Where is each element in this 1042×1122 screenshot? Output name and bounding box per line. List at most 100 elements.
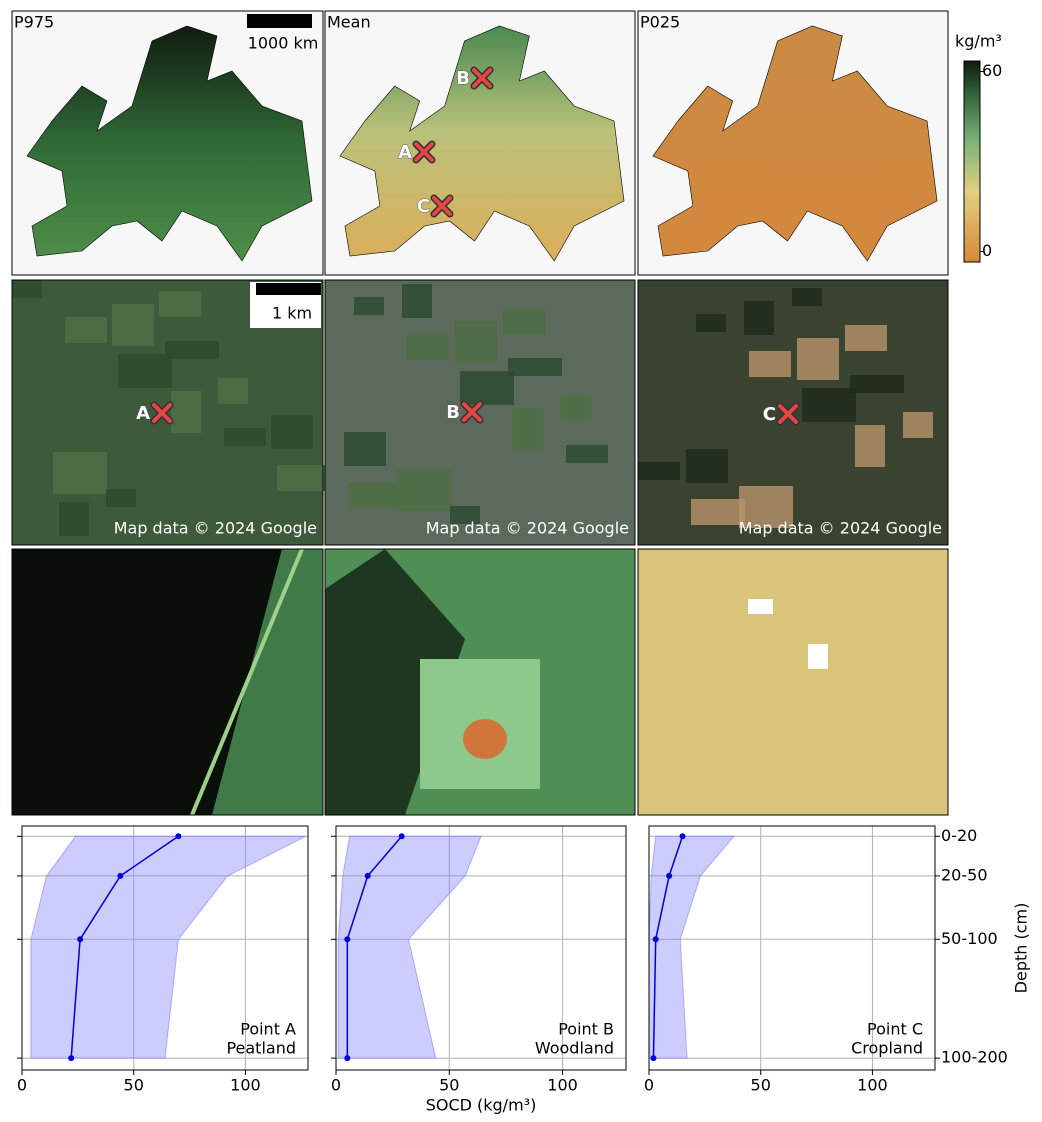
- x-tick-label: 50: [439, 1076, 459, 1095]
- chart: 0 50 100 Point BWoodland SOCD (kg/m³): [331, 826, 626, 1115]
- range-band: [649, 836, 734, 1058]
- field: [460, 371, 514, 405]
- field: [106, 489, 136, 507]
- mean-point: [175, 833, 181, 839]
- panel-title: Mean: [327, 13, 371, 32]
- x-tick-label: 100: [230, 1076, 261, 1095]
- marker-label: C: [763, 404, 776, 425]
- field: [112, 304, 154, 346]
- marker-label: C: [417, 196, 430, 217]
- mean-point: [77, 936, 83, 942]
- field: [397, 469, 451, 511]
- field: [218, 378, 248, 404]
- field: [845, 325, 887, 351]
- y-axis-label: Depth (cm): [1012, 903, 1031, 994]
- field: [903, 412, 933, 438]
- profile-charts: 0 50 100 Point APeatland 0 50 100 Point BWoodla…: [17, 826, 1031, 1115]
- field: [65, 317, 107, 343]
- mean-point: [399, 833, 405, 839]
- x-tick-label: 100: [857, 1076, 888, 1095]
- field: [508, 358, 562, 376]
- field: [503, 308, 545, 334]
- attribution: Map data © 2024 Google: [739, 519, 942, 538]
- x-tick-label: 100: [547, 1076, 578, 1095]
- field: [171, 391, 201, 433]
- attribution: Map data © 2024 Google: [426, 519, 629, 538]
- soc-patch: [463, 719, 507, 759]
- x-tick-label: 50: [124, 1076, 144, 1095]
- point-label: Cropland: [851, 1039, 923, 1058]
- field: [407, 334, 449, 360]
- colorbar-tick-label: 0: [982, 241, 992, 260]
- field: [12, 280, 42, 298]
- figure: P975 Mean P025 1000 km kg/m³ 0 60 A B C Map data ©…: [0, 0, 1042, 1118]
- field: [638, 462, 680, 480]
- field: [354, 297, 384, 315]
- field: [797, 338, 839, 380]
- mean-point: [365, 873, 371, 879]
- x-tick-label: 0: [644, 1076, 654, 1095]
- point-label: Point B: [558, 1020, 614, 1039]
- field: [271, 415, 313, 449]
- y-tick-label: 0-20: [941, 826, 977, 845]
- point-label: Point C: [867, 1020, 923, 1039]
- marker-label: B: [446, 402, 460, 423]
- point-label: Point A: [240, 1020, 296, 1039]
- colorbar-tick-label: 60: [982, 61, 1002, 80]
- field: [802, 388, 856, 422]
- mean-point: [680, 833, 686, 839]
- marker-label: A: [136, 403, 150, 424]
- attribution: Map data © 2024 Google: [114, 519, 317, 538]
- field: [561, 395, 591, 421]
- x-tick-label: 0: [17, 1076, 27, 1095]
- mean-point: [68, 1055, 74, 1061]
- colorbar: [964, 61, 980, 262]
- field: [513, 408, 543, 450]
- field: [566, 445, 608, 463]
- field: [749, 351, 791, 377]
- field: [349, 482, 403, 508]
- mean-point: [117, 873, 123, 879]
- y-tick-label: 100-200: [941, 1048, 1008, 1067]
- x-tick-label: 50: [751, 1076, 771, 1095]
- y-tick-label: 20-50: [941, 865, 988, 884]
- field: [159, 291, 201, 317]
- mean-point: [666, 873, 672, 879]
- field: [744, 301, 774, 335]
- map-panels: P975 Mean P025 1000 km kg/m³ 0 60 A B C Map data ©…: [12, 11, 1002, 815]
- field: [850, 375, 904, 393]
- chart: 0-20 20-50 50-100 100-200 0 50 100 Point CCropl…: [644, 826, 1031, 1095]
- field: [402, 284, 432, 318]
- y-tick-label: 50-100: [941, 929, 998, 948]
- range-band: [338, 836, 481, 1058]
- soc-patch: [808, 644, 828, 669]
- field: [455, 321, 497, 363]
- mean-point: [653, 936, 659, 942]
- field: [792, 288, 822, 306]
- soc-patch: [748, 599, 773, 614]
- field: [59, 502, 89, 536]
- panel-title: P025: [640, 13, 680, 32]
- mean-point: [344, 1055, 350, 1061]
- marker-label: B: [456, 68, 470, 89]
- field: [691, 499, 745, 525]
- field: [696, 314, 726, 332]
- scale-bar-label: 1 km: [272, 304, 312, 323]
- point-label: Peatland: [226, 1039, 296, 1058]
- scale-bar-label: 1000 km: [248, 34, 319, 53]
- field: [165, 341, 219, 359]
- panel-title: P975: [14, 13, 54, 32]
- colorbar-label: kg/m³: [955, 32, 1002, 51]
- point-label: Woodland: [535, 1039, 614, 1058]
- scale-bar: [247, 14, 312, 28]
- soc-map: [638, 549, 948, 815]
- scale-bar: [256, 283, 321, 295]
- field: [118, 354, 172, 388]
- mean-point: [650, 1055, 656, 1061]
- x-axis-label: SOCD (kg/m³): [426, 1096, 537, 1115]
- field: [686, 449, 728, 483]
- x-tick-label: 0: [331, 1076, 341, 1095]
- mean-point: [344, 936, 350, 942]
- field: [224, 428, 266, 446]
